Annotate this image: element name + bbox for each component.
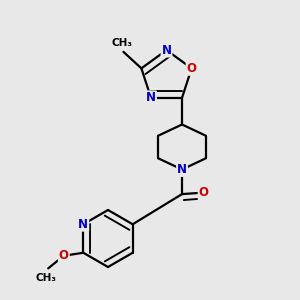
Text: CH₃: CH₃ [35, 273, 56, 283]
Text: O: O [187, 62, 196, 75]
Text: O: O [199, 186, 208, 199]
Text: N: N [177, 163, 187, 176]
Text: CH₃: CH₃ [111, 38, 132, 48]
Text: N: N [146, 92, 156, 104]
Text: O: O [59, 249, 69, 262]
Text: N: N [161, 44, 172, 57]
Text: N: N [78, 218, 88, 231]
